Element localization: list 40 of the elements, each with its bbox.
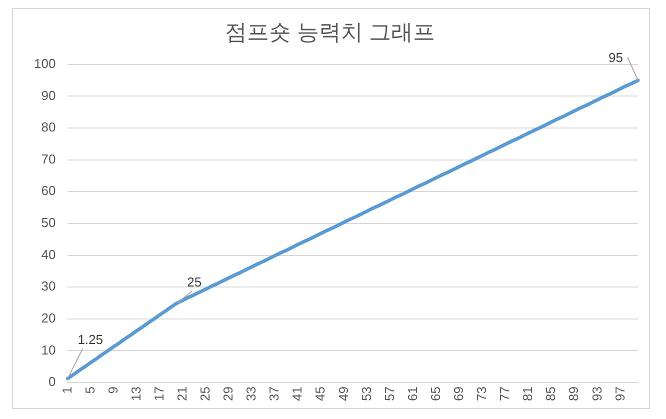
x-tick-label: 21 (174, 386, 190, 402)
x-tick-label: 41 (290, 386, 305, 402)
data-label: 25 (187, 274, 202, 290)
y-tick-label: 50 (41, 215, 56, 230)
x-tick-label: 65 (428, 386, 443, 402)
x-tick-label: 73 (474, 386, 490, 402)
y-tick-label: 100 (34, 56, 56, 71)
x-tick-label: 33 (244, 386, 259, 402)
x-tick-label: 45 (312, 386, 328, 402)
data-label: 1.25 (78, 332, 103, 348)
y-tick-label: 10 (41, 342, 56, 358)
y-tick-label: 90 (41, 88, 56, 103)
y-tick-label: 60 (41, 183, 56, 198)
x-tick-label: 53 (358, 386, 374, 402)
x-tick-label: 37 (266, 386, 282, 402)
x-tick-label: 93 (589, 386, 604, 402)
x-tick-label: 5 (82, 386, 98, 394)
x-tick-label: 25 (198, 386, 213, 402)
x-tick-label: 77 (497, 386, 512, 402)
x-tick-label: 81 (520, 386, 536, 402)
x-tick-label: 85 (543, 386, 558, 402)
y-tick-label: 30 (41, 278, 56, 294)
x-tick-label: 61 (404, 386, 420, 402)
y-tick-label: 20 (41, 310, 56, 326)
x-tick-label: 1 (59, 386, 74, 394)
x-tick-label: 69 (450, 386, 466, 402)
chart-title: 점프숏 능력치 그래프 (224, 19, 436, 44)
x-tick-label: 29 (220, 386, 236, 402)
y-tick-label: 80 (41, 120, 56, 135)
y-tick-label: 70 (41, 151, 56, 166)
y-tick-label: 40 (41, 246, 56, 262)
x-tick-label: 9 (105, 386, 120, 394)
x-tick-label: 57 (382, 386, 397, 402)
x-tick-label: 17 (151, 386, 166, 402)
x-tick-label: 49 (336, 386, 351, 402)
x-tick-label: 89 (566, 386, 582, 402)
x-tick-label: 13 (128, 386, 144, 402)
x-tick-label: 97 (612, 386, 628, 402)
data-label: 95 (608, 50, 623, 65)
y-tick-label: 0 (48, 374, 56, 390)
